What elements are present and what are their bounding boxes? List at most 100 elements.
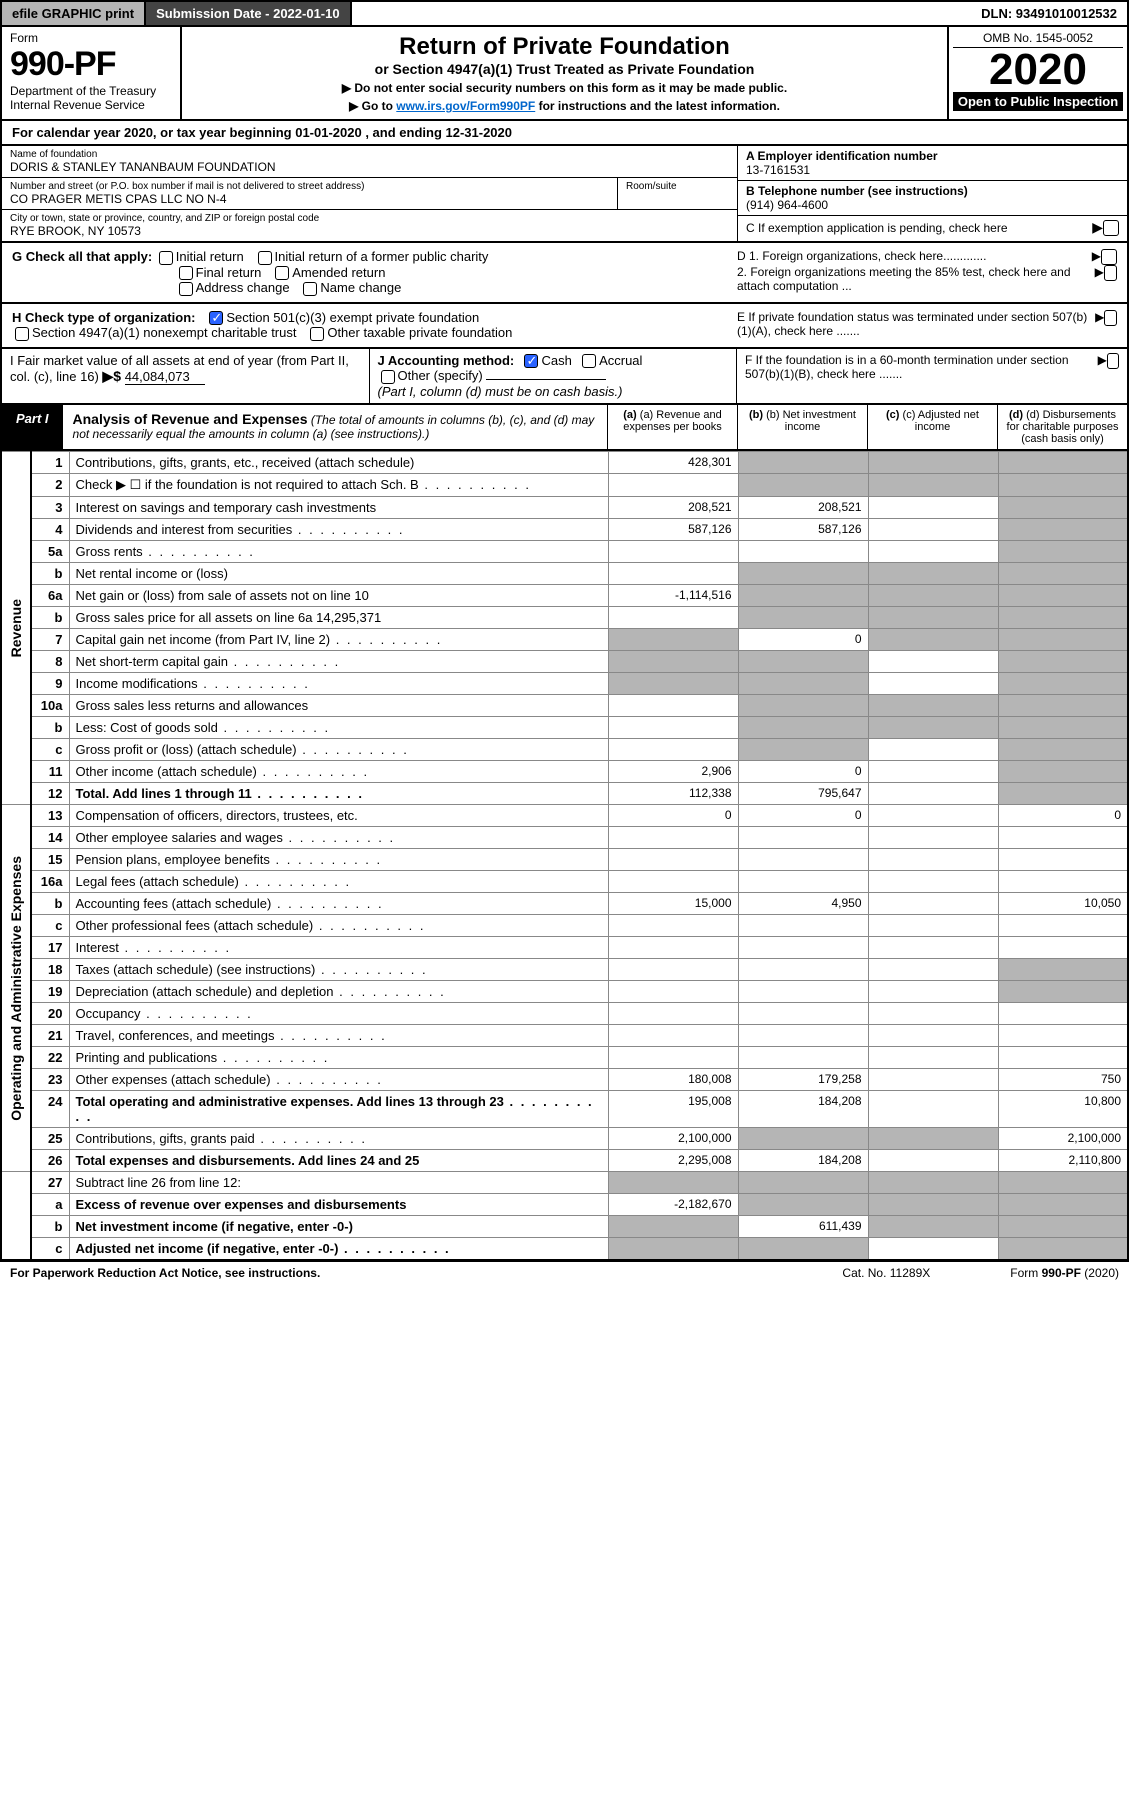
- room-cell: Room/suite: [617, 178, 737, 210]
- line-desc: Interest on savings and temporary cash i…: [69, 496, 608, 518]
- amount-cell: [868, 1046, 998, 1068]
- checkbox-other-method[interactable]: [381, 370, 395, 384]
- amount-cell: 750: [998, 1068, 1128, 1090]
- line-desc: Gross profit or (loss) (attach schedule): [69, 738, 608, 760]
- amount-cell: [738, 848, 868, 870]
- amount-cell: [998, 980, 1128, 1002]
- line-number: 3: [31, 496, 69, 518]
- calendar-year-line: For calendar year 2020, or tax year begi…: [0, 121, 1129, 146]
- form-subtitle: or Section 4947(a)(1) Trust Treated as P…: [188, 61, 941, 77]
- amount-cell: [868, 782, 998, 804]
- checkbox-c[interactable]: [1103, 220, 1119, 236]
- amount-cell: [998, 496, 1128, 518]
- amount-cell: [608, 694, 738, 716]
- line-desc: Total operating and administrative expen…: [69, 1090, 608, 1127]
- line-number: a: [31, 1193, 69, 1215]
- amount-cell: [868, 1237, 998, 1260]
- amount-cell: [738, 451, 868, 473]
- part1-title: Analysis of Revenue and Expenses (The to…: [63, 405, 607, 449]
- entity-info: Name of foundation DORIS & STANLEY TANAN…: [0, 146, 1129, 243]
- address: CO PRAGER METIS CPAS LLC NO N-4: [10, 192, 609, 206]
- line-desc: Capital gain net income (from Part IV, l…: [69, 628, 608, 650]
- amount-cell: [998, 870, 1128, 892]
- col-c-head: (c) (c) Adjusted net income: [867, 405, 997, 449]
- form-label: Form: [10, 31, 172, 45]
- amount-cell: [868, 892, 998, 914]
- amount-cell: [738, 1237, 868, 1260]
- section-i: I Fair market value of all assets at end…: [2, 349, 370, 403]
- side-label: Operating and Administrative Expenses: [1, 804, 31, 1171]
- checkbox-initial-former[interactable]: [258, 251, 272, 265]
- amount-cell: 2,906: [608, 760, 738, 782]
- part1-header: Part I Analysis of Revenue and Expenses …: [0, 405, 1129, 451]
- amount-cell: [738, 672, 868, 694]
- line-desc: Income modifications: [69, 672, 608, 694]
- line-number: 20: [31, 1002, 69, 1024]
- amount-cell: [868, 562, 998, 584]
- amount-cell: [738, 650, 868, 672]
- checkbox-501c3[interactable]: [209, 311, 223, 325]
- top-bar: efile GRAPHIC print Submission Date - 20…: [0, 0, 1129, 27]
- amount-cell: [608, 473, 738, 496]
- amount-cell: [998, 672, 1128, 694]
- checkbox-initial[interactable]: [159, 251, 173, 265]
- line-number: b: [31, 562, 69, 584]
- foundation-name-cell: Name of foundation DORIS & STANLEY TANAN…: [2, 146, 737, 178]
- amount-cell: [868, 826, 998, 848]
- amount-cell: [738, 1171, 868, 1193]
- amount-cell: [608, 870, 738, 892]
- line-desc: Accounting fees (attach schedule): [69, 892, 608, 914]
- checkbox-d1[interactable]: [1101, 249, 1117, 265]
- checkbox-address[interactable]: [179, 282, 193, 296]
- amount-cell: [738, 694, 868, 716]
- line-desc: Gross rents: [69, 540, 608, 562]
- amount-cell: 0: [738, 804, 868, 826]
- amount-cell: 795,647: [738, 782, 868, 804]
- amount-cell: [998, 518, 1128, 540]
- line-desc: Total expenses and disbursements. Add li…: [69, 1149, 608, 1171]
- line-desc: Net rental income or (loss): [69, 562, 608, 584]
- amount-cell: [608, 628, 738, 650]
- section-g: G Check all that apply: Initial return I…: [12, 249, 707, 296]
- amount-cell: 184,208: [738, 1149, 868, 1171]
- amount-cell: 10,050: [998, 892, 1128, 914]
- checkbox-4947[interactable]: [15, 327, 29, 341]
- amount-cell: [738, 584, 868, 606]
- checkbox-d2[interactable]: [1104, 265, 1117, 281]
- checkbox-f[interactable]: [1107, 353, 1119, 369]
- ein-cell: A Employer identification number 13-7161…: [738, 146, 1127, 181]
- irs-link[interactable]: www.irs.gov/Form990PF: [396, 99, 535, 113]
- checkbox-e[interactable]: [1104, 310, 1117, 326]
- line-number: 17: [31, 936, 69, 958]
- amount-cell: [738, 540, 868, 562]
- line-number: 9: [31, 672, 69, 694]
- amount-cell: 112,338: [608, 782, 738, 804]
- amount-cell: [738, 1046, 868, 1068]
- line-number: 4: [31, 518, 69, 540]
- checkbox-amended[interactable]: [275, 266, 289, 280]
- amount-cell: [738, 914, 868, 936]
- amount-cell: 0: [738, 628, 868, 650]
- amount-cell: [868, 451, 998, 473]
- checkbox-name[interactable]: [303, 282, 317, 296]
- col-d-head: (d) (d) Disbursements for charitable pur…: [997, 405, 1127, 449]
- line-number: 14: [31, 826, 69, 848]
- line-desc: Taxes (attach schedule) (see instruction…: [69, 958, 608, 980]
- amount-cell: [868, 518, 998, 540]
- amount-cell: [868, 1068, 998, 1090]
- line-number: 16a: [31, 870, 69, 892]
- line-number: 22: [31, 1046, 69, 1068]
- checkbox-other-taxable[interactable]: [310, 327, 324, 341]
- amount-cell: [738, 738, 868, 760]
- amount-cell: [608, 936, 738, 958]
- amount-cell: [998, 1171, 1128, 1193]
- checkbox-cash[interactable]: [524, 354, 538, 368]
- efile-label[interactable]: efile GRAPHIC print: [2, 2, 146, 25]
- line-desc: Other professional fees (attach schedule…: [69, 914, 608, 936]
- form-number-block: Form 990-PF Department of the Treasury I…: [2, 27, 182, 119]
- amount-cell: [868, 716, 998, 738]
- amount-cell: [868, 1002, 998, 1024]
- checkbox-final[interactable]: [179, 266, 193, 280]
- line-desc: Check ▶ ☐ if the foundation is not requi…: [69, 473, 608, 496]
- checkbox-accrual[interactable]: [582, 354, 596, 368]
